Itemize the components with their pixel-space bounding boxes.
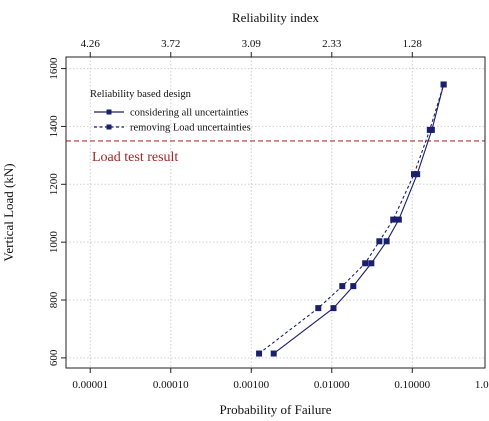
x-tick-label: 0.00010 — [153, 379, 189, 391]
series-line-removing-load — [258, 84, 445, 354]
y-tick-label: 1600 — [48, 57, 60, 80]
annotation-load-test-result: Load test result — [92, 150, 178, 165]
x-tick-label: 1.00000 — [475, 379, 489, 391]
legend-marker-removing-load — [106, 124, 112, 130]
y-tick-label: 600 — [48, 349, 60, 366]
legend-marker-all-uncertainties — [106, 109, 112, 115]
data-point-all-uncertainties — [383, 238, 390, 245]
legend-label-all-uncertainties: considering all uncertainties — [130, 108, 248, 119]
top-tick-label: 3.72 — [161, 38, 180, 50]
legend: Reliability based design considering all… — [90, 89, 251, 134]
data-point-removing-load — [410, 171, 417, 178]
y-tick-label: 1000 — [48, 231, 60, 254]
data-point-all-uncertainties — [368, 260, 375, 267]
data-point-all-uncertainties — [414, 171, 421, 178]
data-point-all-uncertainties — [270, 350, 277, 357]
data-point-all-uncertainties — [395, 216, 402, 223]
x-axis-title: Probability of Failure — [220, 402, 332, 417]
data-point-removing-load — [426, 126, 433, 133]
data-point-removing-load — [256, 350, 263, 357]
data-point-removing-load — [390, 216, 397, 223]
x-tick-label: 0.00100 — [233, 379, 269, 391]
top-axis-title: Reliability index — [232, 10, 320, 25]
top-tick-label: 3.09 — [242, 38, 262, 50]
plot-frame — [65, 56, 486, 369]
data-point-all-uncertainties — [330, 305, 337, 312]
y-tick-label: 800 — [48, 291, 60, 308]
data-point-all-uncertainties — [350, 283, 357, 290]
y-axis-title: Vertical Load (kN) — [1, 163, 16, 261]
series-group — [256, 81, 447, 357]
top-tick-label: 1.28 — [403, 38, 423, 50]
data-point-removing-load — [440, 81, 447, 88]
data-point-removing-load — [362, 260, 369, 267]
x-tick-label: 0.10000 — [394, 379, 430, 391]
y-tick-label: 1200 — [48, 173, 60, 196]
x-tick-label: 0.01000 — [314, 379, 350, 391]
data-point-removing-load — [339, 283, 346, 290]
series-line-all-uncertainties — [273, 84, 445, 354]
top-tick-label: 2.33 — [322, 38, 342, 50]
legend-title: Reliability based design — [90, 89, 192, 100]
data-point-removing-load — [376, 238, 383, 245]
grid-lines — [66, 57, 485, 368]
legend-label-removing-load: removing Load uncertainties — [130, 123, 251, 134]
top-tick-label: 4.26 — [81, 38, 101, 50]
x-tick-label: 0.00001 — [72, 379, 108, 391]
y-tick-label: 1400 — [48, 115, 60, 138]
axes-group: 0.00001 0.00010 0.00100 0.01000 0.10000 1.000… — [48, 38, 489, 391]
data-point-removing-load — [315, 305, 322, 312]
